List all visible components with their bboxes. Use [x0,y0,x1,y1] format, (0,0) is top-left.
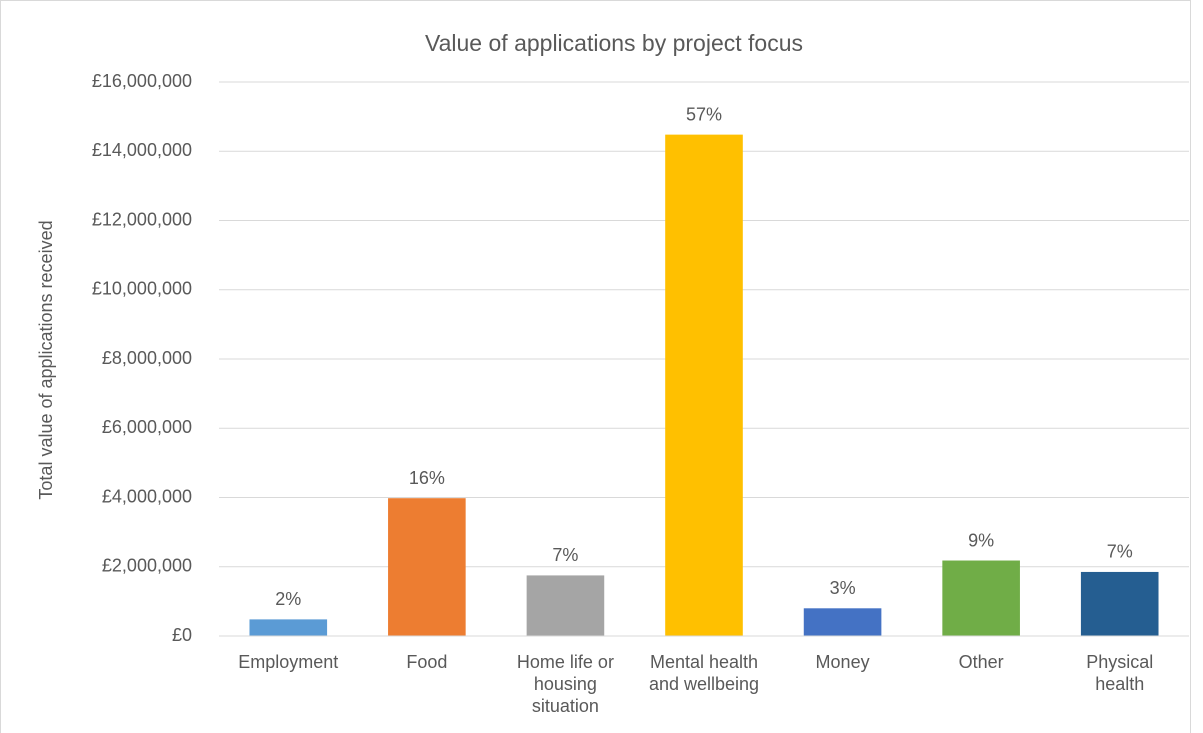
x-tick-label: Other [959,652,1004,672]
y-tick-label: £14,000,000 [92,140,192,160]
bar [249,619,328,636]
data-label: 3% [830,578,856,598]
y-tick-label: £8,000,000 [102,348,192,368]
bar [388,498,466,636]
x-tick-label: Mental health and wellbeing [649,652,759,694]
data-label: 2% [275,589,301,609]
x-tick-label: Home life or housing situation [517,652,614,716]
x-tick-label: Food [406,652,447,672]
y-tick-label: £10,000,000 [92,279,192,299]
bar [803,608,882,636]
data-label: 16% [409,468,445,488]
y-tick-label: £12,000,000 [92,209,192,229]
chart-title: Value of applications by project focus [425,30,803,56]
bar [526,575,605,636]
x-tick-label: Employment [238,652,338,672]
bar [942,560,1020,636]
data-label: 9% [968,530,994,550]
data-label: 57% [686,104,722,124]
bar [1080,571,1159,636]
data-label: 7% [552,545,578,565]
y-tick-label: £4,000,000 [102,486,192,506]
y-axis-label: Total value of applications received [36,220,56,499]
y-tick-label: £0 [172,625,192,645]
y-tick-label: £2,000,000 [102,556,192,576]
bar [665,134,743,636]
y-tick-label: £16,000,000 [92,71,192,91]
data-label: 7% [1107,542,1133,562]
x-tick-label: Physical health [1086,652,1153,694]
y-tick-label: £6,000,000 [102,417,192,437]
x-tick-label: Money [816,652,870,672]
